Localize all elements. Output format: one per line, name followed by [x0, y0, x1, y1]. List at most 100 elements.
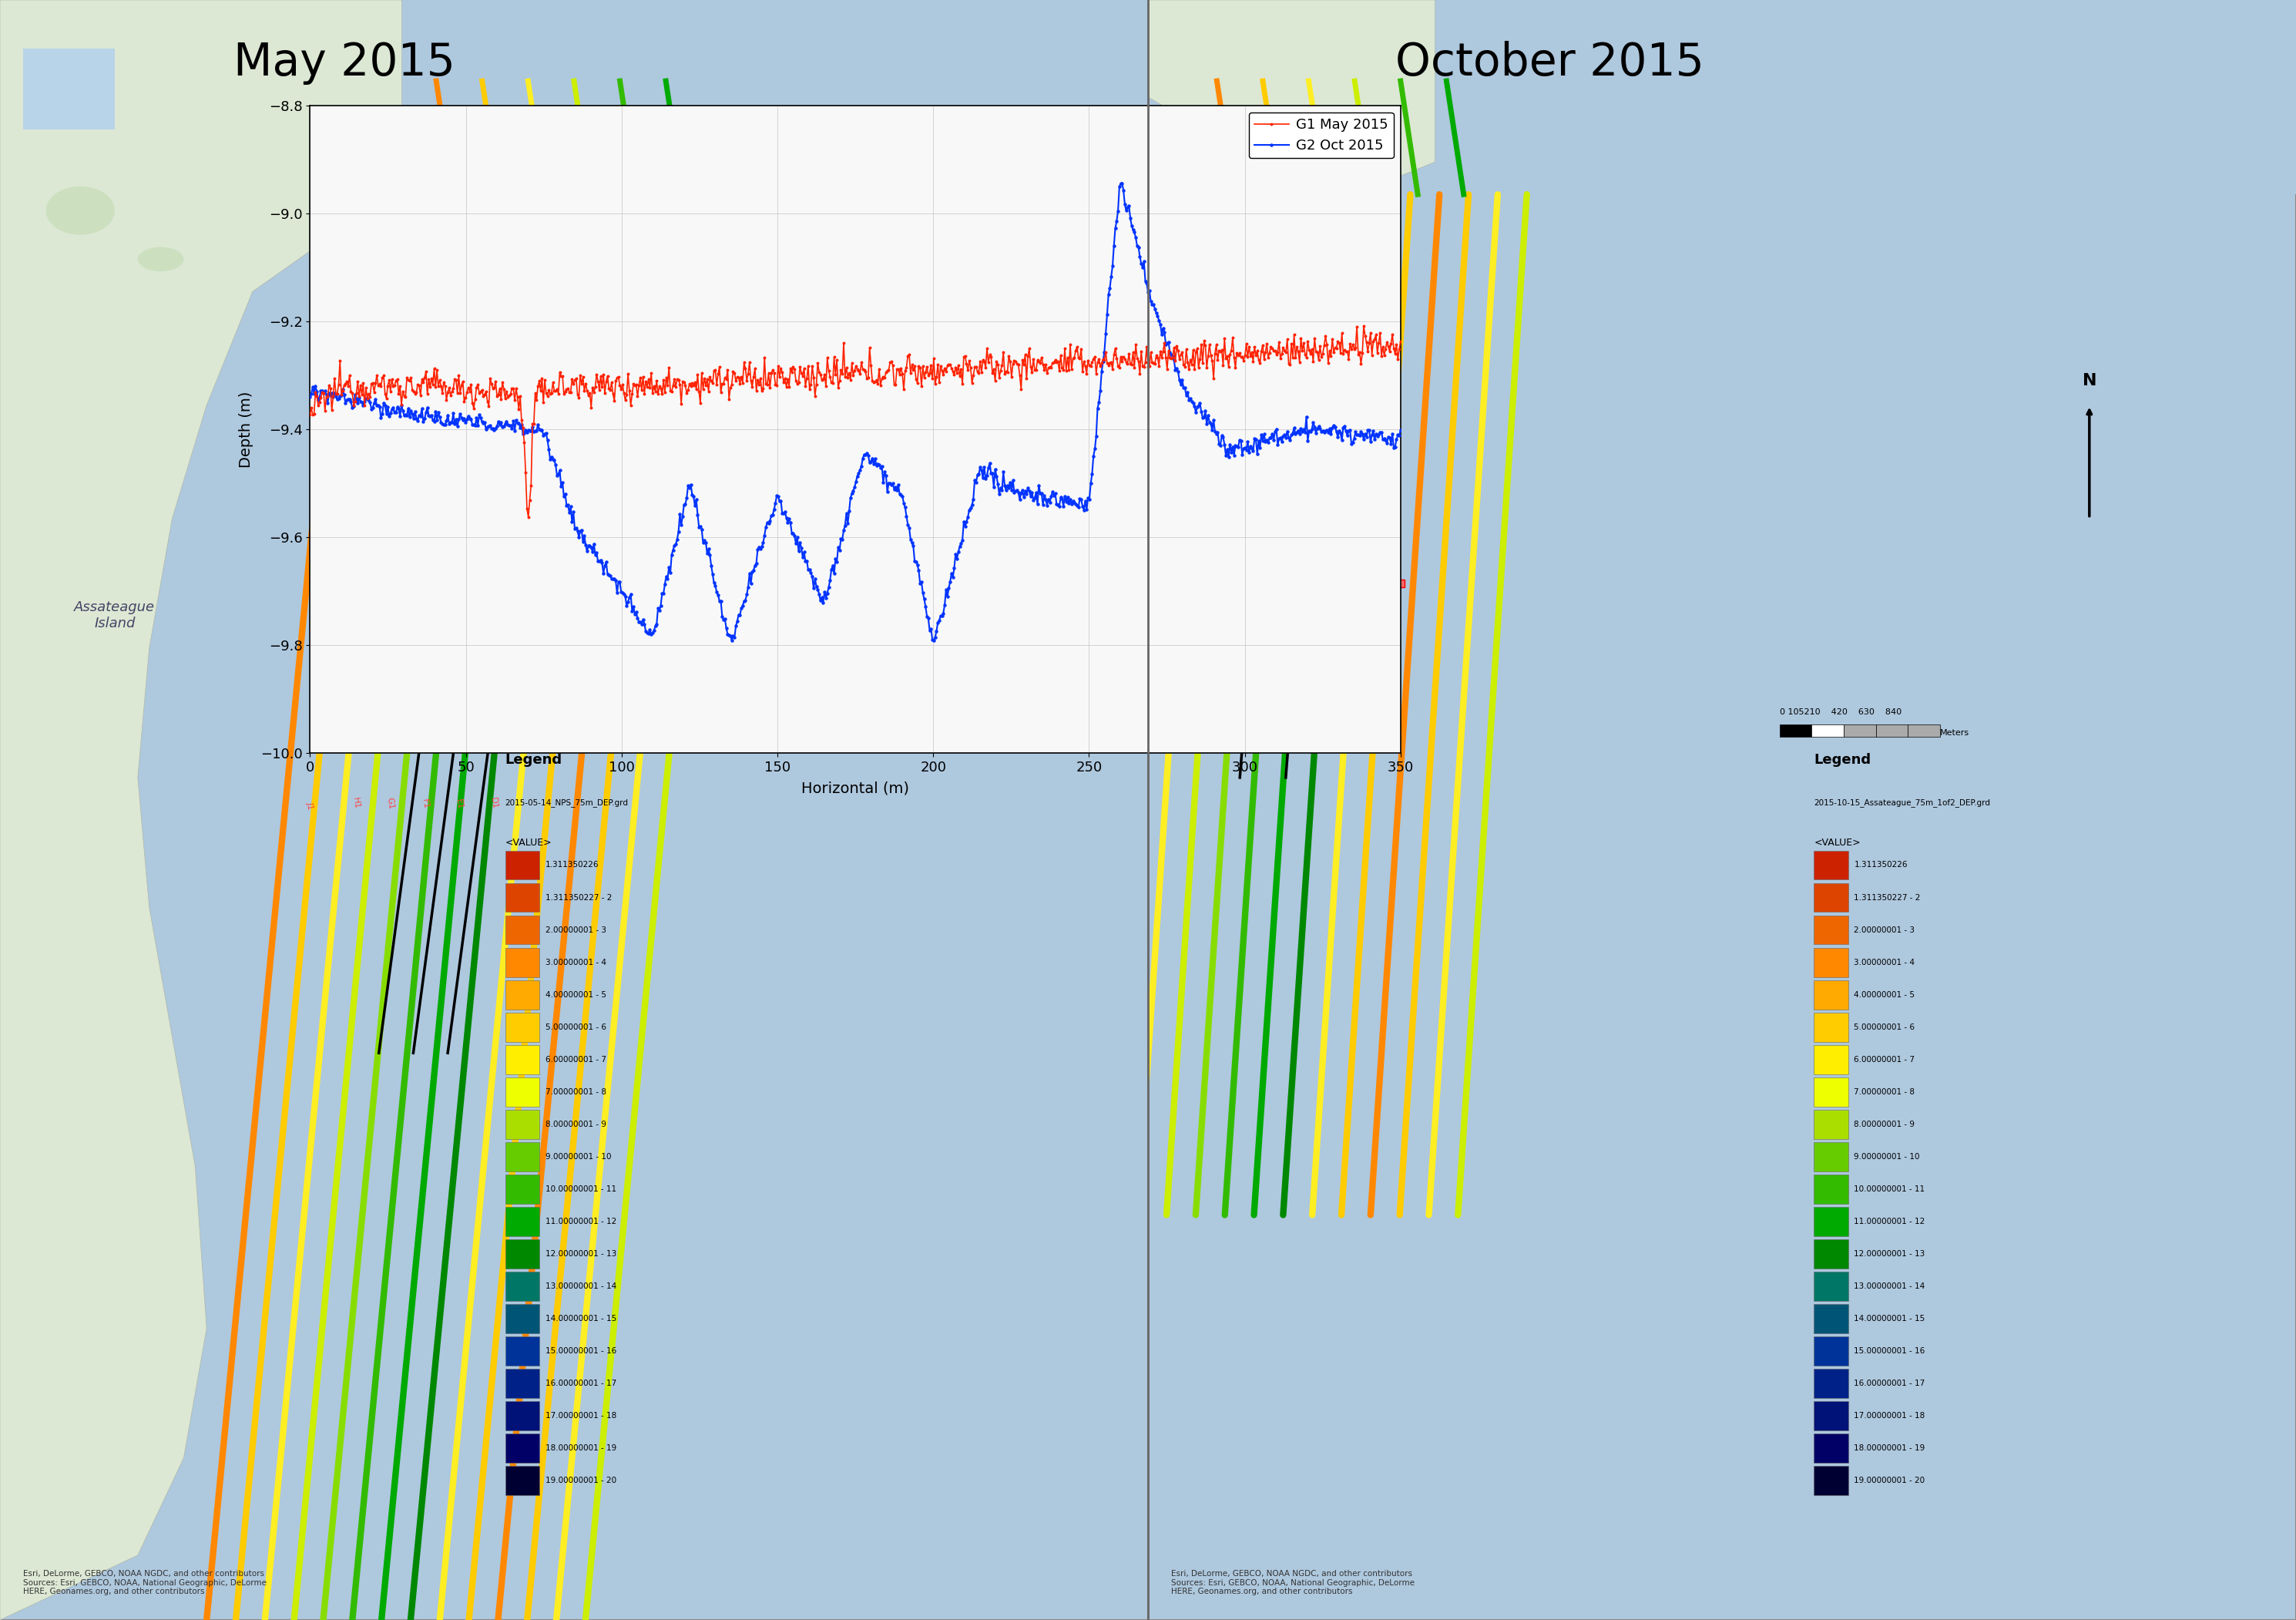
- FancyBboxPatch shape: [505, 883, 540, 912]
- FancyBboxPatch shape: [1814, 1045, 1848, 1074]
- FancyBboxPatch shape: [505, 1207, 540, 1236]
- G1 May 2015: [1238, 347, 1265, 366]
- Text: 3.00000001 - 4: 3.00000001 - 4: [546, 959, 606, 966]
- G1 May 2015: [1125, 352, 1153, 371]
- G2 Oct 2015: [1387, 421, 1414, 441]
- Text: 8.00000001 - 9: 8.00000001 - 9: [1853, 1121, 1915, 1128]
- FancyBboxPatch shape: [505, 1239, 540, 1268]
- FancyBboxPatch shape: [1844, 724, 1876, 737]
- Text: <VALUE>: <VALUE>: [505, 838, 551, 847]
- Polygon shape: [1148, 0, 1435, 194]
- FancyBboxPatch shape: [505, 1142, 540, 1171]
- Text: 15.00000001 - 16: 15.00000001 - 16: [546, 1348, 615, 1354]
- Text: 14.00000001 - 15: 14.00000001 - 15: [546, 1315, 615, 1322]
- Text: E1: E1: [455, 799, 464, 810]
- FancyBboxPatch shape: [1814, 850, 1848, 880]
- Text: 1.311350226: 1.311350226: [546, 862, 599, 868]
- Text: J1: J1: [420, 332, 429, 340]
- G2 Oct 2015: [960, 489, 987, 509]
- Text: Assateague
Island: Assateague Island: [73, 601, 156, 630]
- FancyBboxPatch shape: [1814, 1466, 1848, 1495]
- Text: 11.00000001 - 12: 11.00000001 - 12: [1853, 1218, 1924, 1225]
- Text: E1: E1: [569, 329, 579, 340]
- FancyBboxPatch shape: [471, 724, 503, 737]
- Text: 12.00000001 - 13: 12.00000001 - 13: [1853, 1251, 1924, 1257]
- FancyBboxPatch shape: [505, 980, 540, 1009]
- Polygon shape: [23, 49, 115, 130]
- FancyBboxPatch shape: [1814, 1142, 1848, 1171]
- Line: G2 Oct 2015: G2 Oct 2015: [308, 181, 1403, 642]
- Text: 7.00000001 - 8: 7.00000001 - 8: [546, 1089, 606, 1095]
- Text: Meters: Meters: [631, 729, 661, 737]
- Text: 2015-10-15_Assateague_75m_1of2_DEP.grd: 2015-10-15_Assateague_75m_1of2_DEP.grd: [1814, 799, 1991, 807]
- Text: 13.00000001 - 14: 13.00000001 - 14: [546, 1283, 615, 1290]
- Text: Legend: Legend: [1814, 753, 1871, 768]
- Text: 2.00000001 - 3: 2.00000001 - 3: [546, 927, 606, 933]
- G2 Oct 2015: [363, 395, 390, 415]
- Text: H1: H1: [351, 797, 360, 810]
- Text: 6.00000001 - 7: 6.00000001 - 7: [546, 1056, 606, 1063]
- FancyBboxPatch shape: [505, 1401, 540, 1430]
- FancyBboxPatch shape: [505, 1013, 540, 1042]
- Text: <VALUE>: <VALUE>: [1814, 838, 1860, 847]
- FancyBboxPatch shape: [505, 1174, 540, 1204]
- Text: 9.00000001 - 10: 9.00000001 - 10: [1853, 1153, 1919, 1160]
- FancyBboxPatch shape: [505, 1077, 540, 1106]
- G1 May 2015: [1387, 332, 1414, 352]
- X-axis label: Horizontal (m): Horizontal (m): [801, 781, 909, 795]
- Text: N: N: [2082, 373, 2096, 389]
- G1 May 2015: [514, 507, 542, 527]
- FancyBboxPatch shape: [1814, 1013, 1848, 1042]
- FancyBboxPatch shape: [505, 1304, 540, 1333]
- FancyBboxPatch shape: [1814, 1174, 1848, 1204]
- Text: 7.00000001 - 8: 7.00000001 - 8: [1853, 1089, 1915, 1095]
- Text: 1.311350227 - 2: 1.311350227 - 2: [1853, 894, 1919, 901]
- FancyBboxPatch shape: [505, 1272, 540, 1301]
- FancyBboxPatch shape: [1779, 724, 1812, 737]
- G1 May 2015: [296, 405, 324, 424]
- Text: 17.00000001 - 18: 17.00000001 - 18: [1853, 1413, 1924, 1419]
- Text: Legend: Legend: [505, 753, 563, 768]
- FancyBboxPatch shape: [505, 948, 540, 977]
- G1 May 2015: [363, 366, 390, 386]
- FancyBboxPatch shape: [1814, 1239, 1848, 1268]
- Text: Esri, DeLorme, GEBCO, NOAA NGDC, and other contributors
Sources: Esri, GEBCO, NO: Esri, DeLorme, GEBCO, NOAA NGDC, and oth…: [1171, 1570, 1414, 1596]
- FancyBboxPatch shape: [1876, 724, 1908, 737]
- Ellipse shape: [138, 246, 184, 272]
- FancyBboxPatch shape: [505, 1434, 540, 1463]
- G1 May 2015: [1350, 316, 1378, 335]
- Text: 2.00000001 - 3: 2.00000001 - 3: [1853, 927, 1915, 933]
- FancyBboxPatch shape: [1814, 948, 1848, 977]
- Text: 19.00000001 - 20: 19.00000001 - 20: [546, 1477, 615, 1484]
- Legend: G1 May 2015, G2 Oct 2015: G1 May 2015, G2 Oct 2015: [1249, 112, 1394, 159]
- Text: 10.00000001 - 11: 10.00000001 - 11: [1853, 1186, 1924, 1192]
- FancyBboxPatch shape: [1814, 1077, 1848, 1106]
- Text: Meters: Meters: [1940, 729, 1970, 737]
- G1 May 2015: [960, 366, 987, 386]
- Text: 18.00000001 - 19: 18.00000001 - 19: [1853, 1445, 1924, 1452]
- Bar: [1148, 0, 2296, 194]
- FancyBboxPatch shape: [599, 724, 631, 737]
- Text: 16.00000001 - 17: 16.00000001 - 17: [546, 1380, 615, 1387]
- Text: 1.311350227 - 2: 1.311350227 - 2: [546, 894, 611, 901]
- FancyBboxPatch shape: [1814, 1272, 1848, 1301]
- FancyBboxPatch shape: [1814, 883, 1848, 912]
- FancyBboxPatch shape: [1814, 1401, 1848, 1430]
- Text: Esri, DeLorme, GEBCO, NOAA NGDC, and other contributors
Sources: Esri, GEBCO, NO: Esri, DeLorme, GEBCO, NOAA NGDC, and oth…: [23, 1570, 266, 1596]
- Text: 17.00000001 - 18: 17.00000001 - 18: [546, 1413, 615, 1419]
- Text: 8.00000001 - 9: 8.00000001 - 9: [546, 1121, 606, 1128]
- FancyBboxPatch shape: [1814, 980, 1848, 1009]
- FancyBboxPatch shape: [1814, 915, 1848, 944]
- Text: 2015-05-14_NPS_75m_DEP.grd: 2015-05-14_NPS_75m_DEP.grd: [505, 799, 629, 807]
- Text: G1: G1: [386, 797, 395, 810]
- FancyBboxPatch shape: [505, 850, 540, 880]
- FancyBboxPatch shape: [1814, 1434, 1848, 1463]
- Text: D1: D1: [604, 327, 613, 340]
- Ellipse shape: [46, 186, 115, 235]
- FancyBboxPatch shape: [1814, 1304, 1848, 1333]
- Text: F1: F1: [535, 329, 544, 340]
- Y-axis label: Depth (m): Depth (m): [239, 390, 255, 468]
- Text: 4.00000001 - 5: 4.00000001 - 5: [546, 991, 606, 998]
- G2 Oct 2015: [992, 481, 1019, 501]
- FancyBboxPatch shape: [1908, 724, 1940, 737]
